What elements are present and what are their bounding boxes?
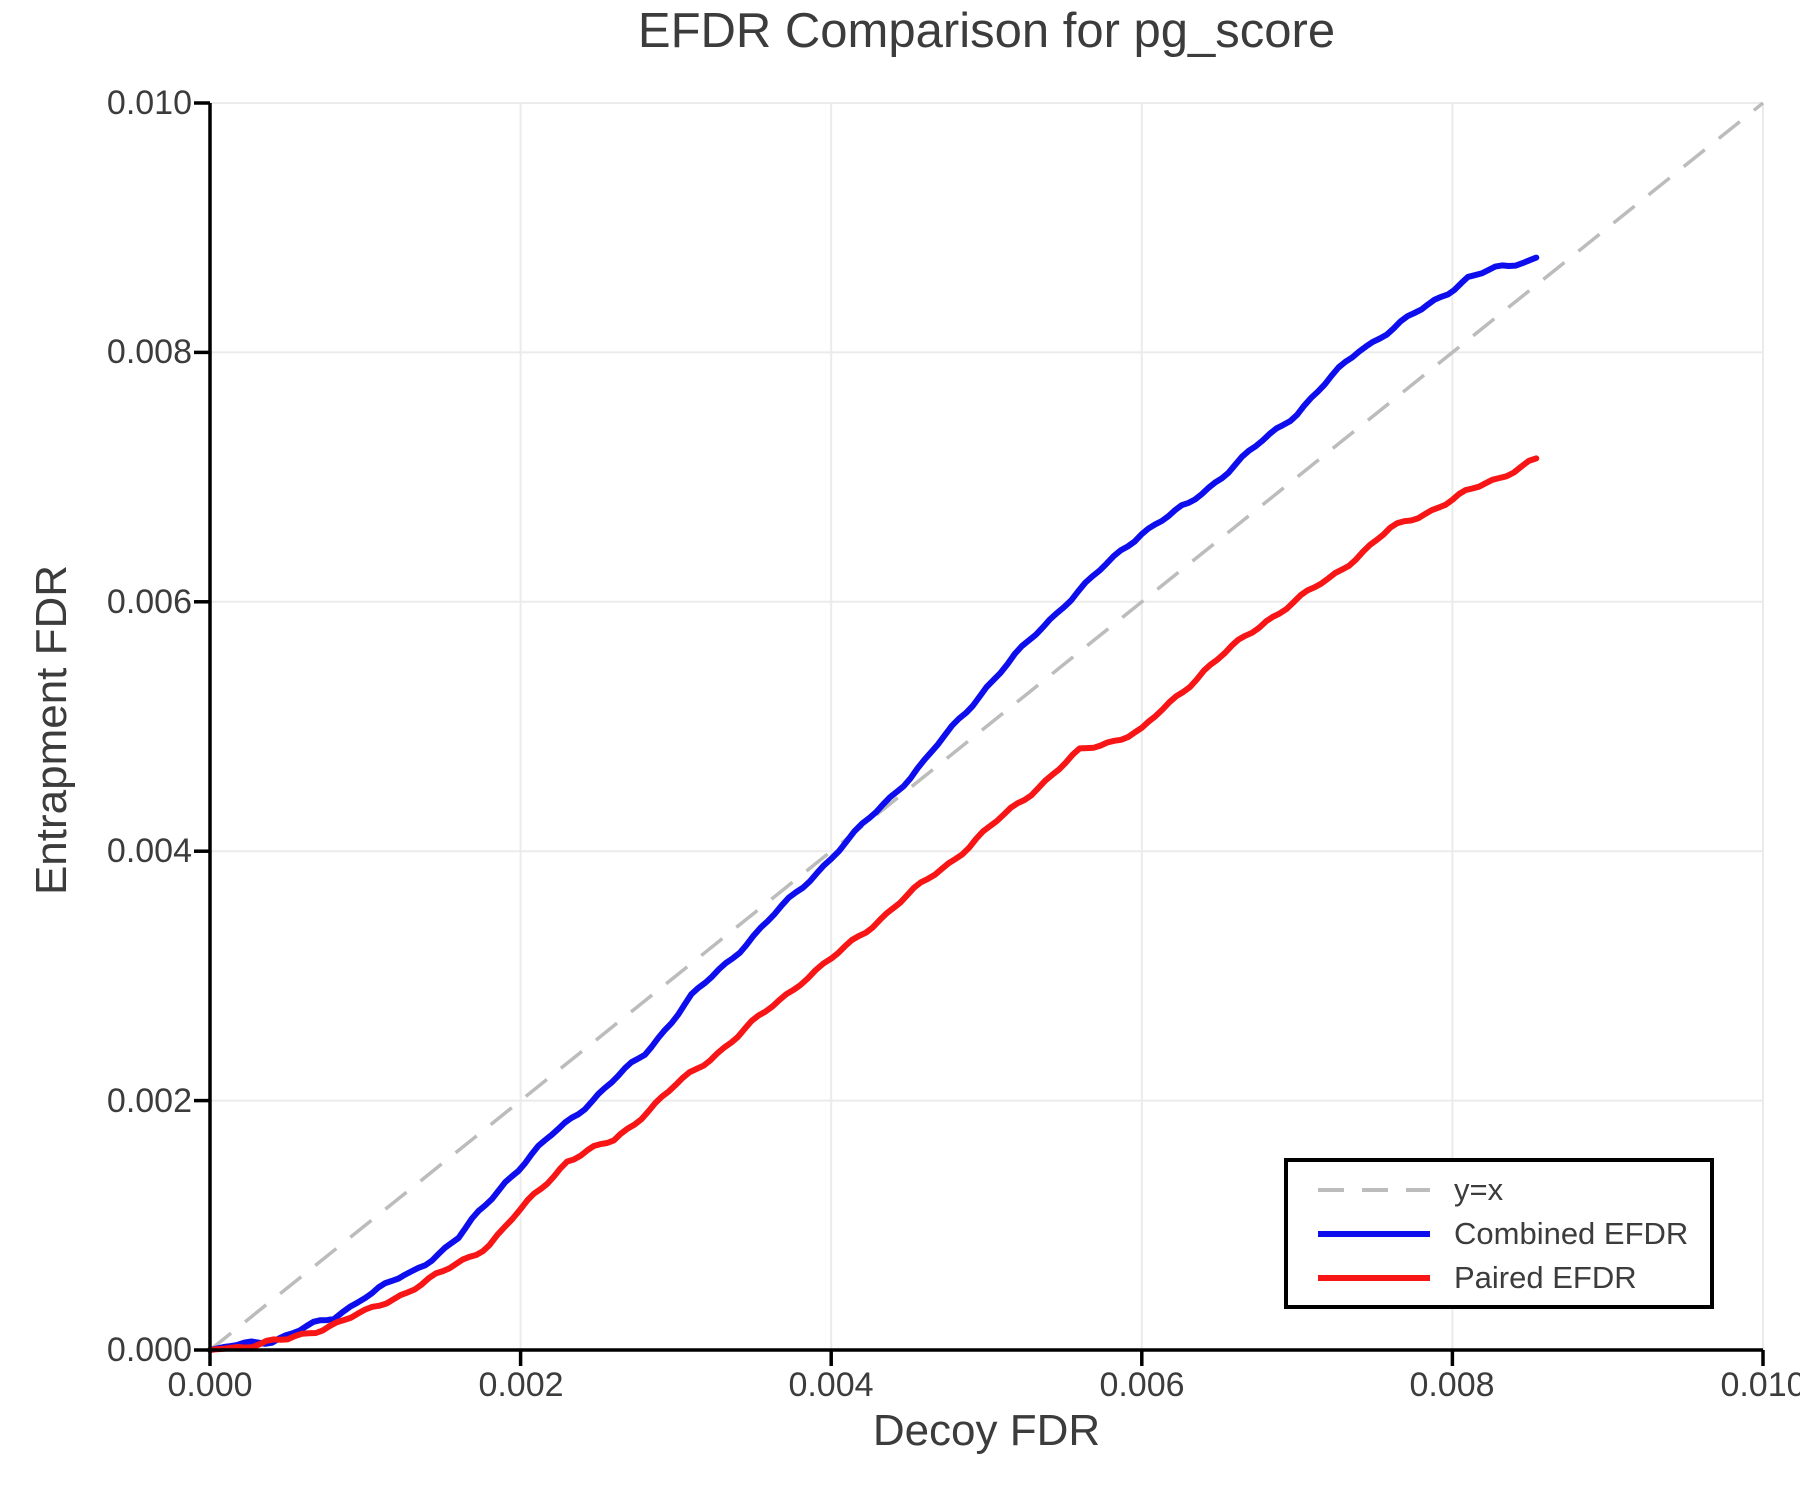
y-tick-label: 0.002 [106, 1082, 192, 1120]
x-tick-label: 0.006 [1099, 1366, 1185, 1404]
paired-line-swatch [1318, 1274, 1430, 1281]
y-tick-label: 0.004 [106, 832, 192, 870]
chart-title: EFDR Comparison for pg_score [637, 4, 1336, 58]
x-tick-label: 0.004 [788, 1366, 874, 1404]
y-tick-label: 0.006 [106, 583, 192, 621]
x-tick-label: 0.010 [1720, 1366, 1800, 1404]
y-tick-label: 0.008 [106, 333, 192, 371]
y-tick-label: 0.010 [106, 84, 192, 122]
legend-item-combined: Combined EFDR [1318, 1215, 1710, 1252]
x-tick-label: 0.002 [478, 1366, 564, 1404]
identity-line-swatch [1318, 1187, 1430, 1192]
legend: y=x Combined EFDR Paired EFDR [1284, 1158, 1714, 1309]
legend-item-identity: y=x [1318, 1171, 1710, 1208]
legend-label: y=x [1454, 1171, 1504, 1207]
y-tick-label: 0.000 [106, 1331, 192, 1369]
combined-line-swatch [1318, 1230, 1430, 1237]
x-tick-label: 0.008 [1409, 1366, 1495, 1404]
x-axis-label: Decoy FDR [872, 1406, 1101, 1455]
x-tick-label: 0.000 [167, 1366, 253, 1404]
legend-label: Combined EFDR [1454, 1215, 1689, 1251]
legend-label: Paired EFDR [1454, 1259, 1637, 1295]
legend-item-paired: Paired EFDR [1318, 1259, 1710, 1296]
